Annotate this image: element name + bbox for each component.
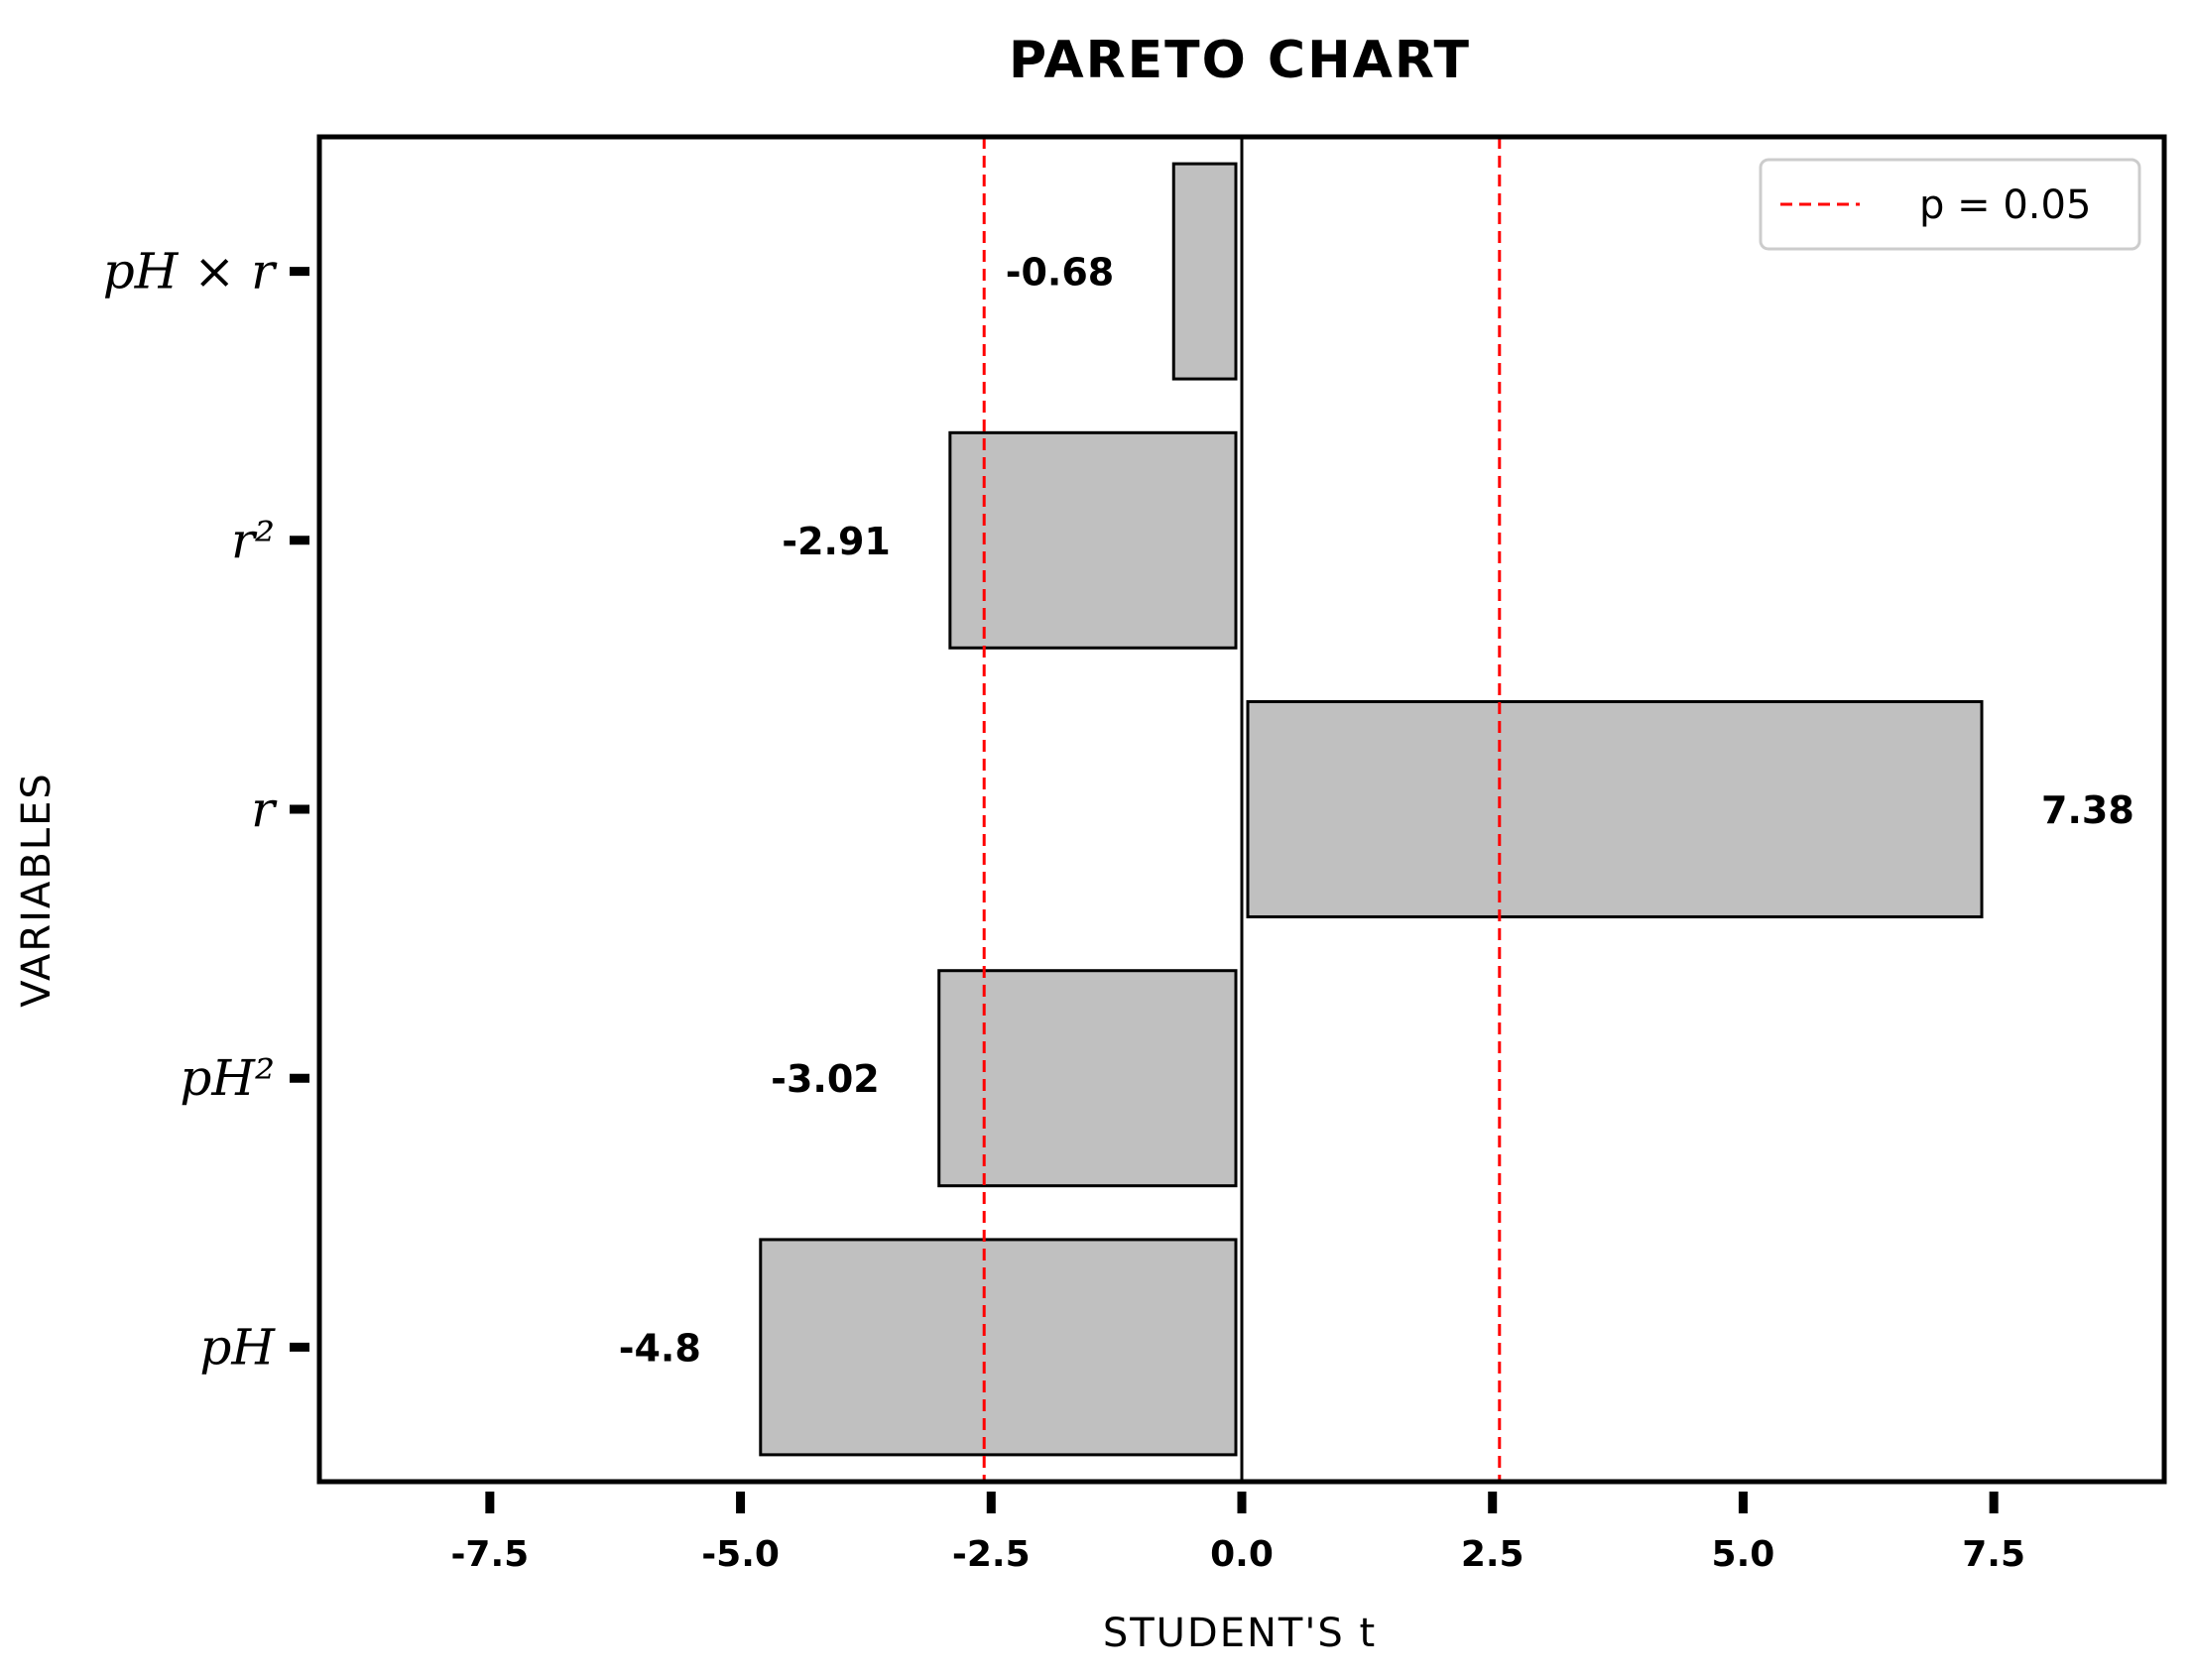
x-tick-label-6: 7.5	[1962, 1534, 2025, 1575]
legend: p = 0.05	[1759, 158, 2141, 251]
legend-label: p = 0.05	[1919, 182, 2091, 228]
plot-frame	[316, 134, 2167, 1485]
bar-group	[759, 162, 1984, 1457]
x-tick-group: -7.5 -5.0 -2.5 0.0 2.5 5.0 7.5	[450, 1492, 2025, 1575]
bar-4	[1171, 162, 1238, 381]
data-label-0: -4.8	[619, 1326, 701, 1370]
y-axis-label: VARIABLES	[14, 772, 60, 1008]
bar-1	[937, 969, 1238, 1188]
x-tick-label-1: -5.0	[701, 1534, 780, 1575]
legend-box	[1759, 158, 2141, 251]
y-tick-label-3: r²	[231, 512, 275, 569]
x-tick-label-0: -7.5	[450, 1534, 529, 1575]
y-tick-label-1: pH²	[180, 1049, 275, 1107]
bar-0	[759, 1238, 1238, 1457]
x-tick-label-4: 2.5	[1461, 1534, 1524, 1575]
x-tick-label-5: 5.0	[1712, 1534, 1775, 1575]
data-label-1: -3.02	[771, 1057, 880, 1101]
data-label-4: -0.68	[1006, 251, 1115, 295]
y-tick-label-4: pH × r	[103, 243, 278, 300]
data-label-3: -2.91	[782, 520, 891, 563]
x-tick-label-2: -2.5	[952, 1534, 1031, 1575]
y-tick-label-0: pH	[199, 1318, 276, 1376]
threshold-lines	[982, 137, 1502, 1482]
data-label-2: 7.38	[2041, 788, 2134, 832]
x-axis-label: STUDENT'S t	[1103, 1611, 1377, 1656]
y-tick-label-2: r	[251, 780, 278, 838]
x-tick-label-3: 0.0	[1210, 1534, 1274, 1575]
chart-title: PARETO CHART	[1009, 31, 1471, 90]
y-tick-group: pH pH² r r² pH × r	[103, 243, 309, 1376]
bar-3	[948, 430, 1238, 650]
data-label-group: -4.8 -3.02 7.38 -2.91 -0.68	[619, 251, 2134, 1371]
bar-2	[1246, 700, 1984, 918]
